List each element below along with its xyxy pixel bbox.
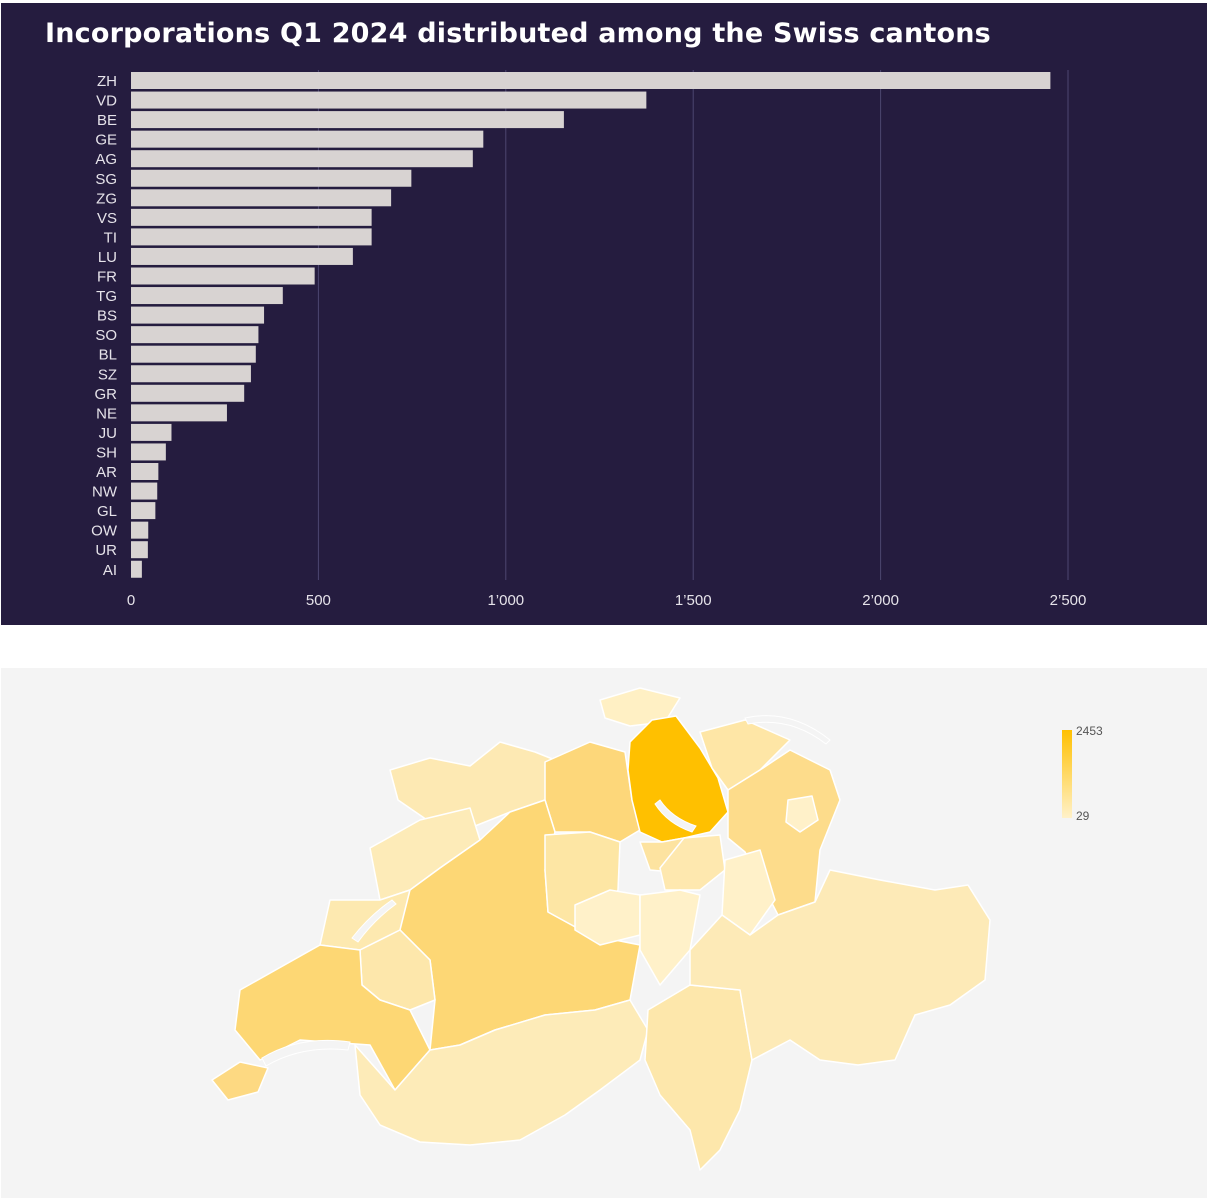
- bar-so: [131, 326, 259, 344]
- category-label-nw: NW: [92, 484, 118, 501]
- bar-ur: [131, 541, 148, 559]
- lakes: [261, 715, 831, 1067]
- category-label-ti: TI: [104, 229, 117, 246]
- category-label-sg: SG: [95, 171, 117, 188]
- bar-vs: [131, 208, 372, 226]
- lake-zurich: [654, 799, 697, 833]
- bar-ag: [131, 150, 473, 168]
- x-tick-label: 1’000: [487, 592, 524, 609]
- canton-regions: [211, 687, 991, 1171]
- bar-zh: [131, 72, 1051, 89]
- category-label-ur: UR: [95, 542, 117, 559]
- canton-region-aargau: [544, 741, 641, 843]
- bar-nw: [131, 482, 158, 500]
- category-label-ow: OW: [91, 523, 118, 540]
- bar-ge: [131, 130, 484, 148]
- bar-bs: [131, 306, 265, 324]
- category-label-sz: SZ: [98, 366, 117, 383]
- bar-sg: [131, 169, 412, 187]
- bar-ne: [131, 404, 227, 422]
- category-label-gl: GL: [97, 503, 117, 520]
- category-label-so: SO: [95, 327, 117, 344]
- bar-ti: [131, 228, 372, 246]
- bar-gr: [131, 384, 245, 402]
- canton-region-zurich: [627, 715, 729, 843]
- bar-ar: [131, 463, 159, 480]
- category-label-ar: AR: [96, 464, 117, 481]
- category-label-fr: FR: [97, 269, 117, 286]
- category-label-vs: VS: [97, 210, 117, 227]
- category-label-be: BE: [97, 112, 117, 129]
- bar-sh: [131, 443, 166, 461]
- bar-bl: [131, 345, 256, 363]
- chart-title: Incorporations Q1 2024 distributed among…: [45, 18, 991, 49]
- lake-constance: [744, 715, 831, 745]
- x-tick-label: 2’000: [862, 592, 899, 609]
- category-label-ai: AI: [103, 562, 117, 579]
- x-tick-label: 500: [306, 592, 331, 609]
- bar-ju: [131, 423, 172, 441]
- canton-region-ticino: [644, 984, 753, 1171]
- bar-fr: [131, 267, 315, 285]
- category-label-ju: JU: [99, 425, 117, 442]
- lake-neuchatel: [351, 899, 397, 943]
- category-label-zh: ZH: [97, 73, 117, 90]
- x-tick-label: 2’500: [1050, 592, 1087, 609]
- category-label-bl: BL: [99, 347, 117, 364]
- canton-region-graubuenden: [689, 869, 991, 1066]
- category-label-sh: SH: [96, 444, 117, 461]
- bar-ai: [131, 560, 142, 578]
- bar-gl: [131, 502, 156, 520]
- category-label-tg: TG: [96, 288, 117, 305]
- legend-max-label: 2453: [1076, 724, 1103, 738]
- canton-region-glarus: [721, 849, 776, 936]
- category-label-ne: NE: [96, 405, 117, 422]
- category-label-ag: AG: [95, 151, 117, 168]
- legend-min-label: 29: [1076, 809, 1090, 823]
- category-label-zg: ZG: [96, 190, 117, 207]
- bar-vd: [131, 91, 647, 109]
- category-label-lu: LU: [98, 249, 117, 266]
- category-label-ge: GE: [95, 132, 117, 149]
- category-label-gr: GR: [95, 386, 118, 403]
- lake-geneva: [261, 1039, 351, 1067]
- category-label-bs: BS: [97, 308, 117, 325]
- map-legend: 2453 29: [1060, 724, 1140, 834]
- bar-be: [131, 111, 564, 129]
- bar-chart: ZH VD BE GE AG SG ZG VS TI LU FR TG BS SO BL SZ GR NE JU SH…: [91, 70, 1087, 609]
- x-tick-label: 1’500: [675, 592, 712, 609]
- bar-ow: [131, 521, 149, 539]
- canton-region-valais: [354, 999, 649, 1146]
- bar-lu: [131, 247, 353, 265]
- bar-tg: [131, 287, 283, 305]
- bar-sz: [131, 365, 251, 383]
- legend-color-scale: [1062, 730, 1072, 818]
- bar-zg: [131, 189, 392, 207]
- canton-region-bern: [399, 799, 641, 1051]
- category-label-vd: VD: [96, 93, 117, 110]
- canton-region-stgallen: [727, 749, 841, 916]
- x-tick-label: 0: [127, 592, 135, 609]
- canton-region-appenzell: [785, 795, 819, 833]
- canton-region-geneva: [211, 1061, 269, 1101]
